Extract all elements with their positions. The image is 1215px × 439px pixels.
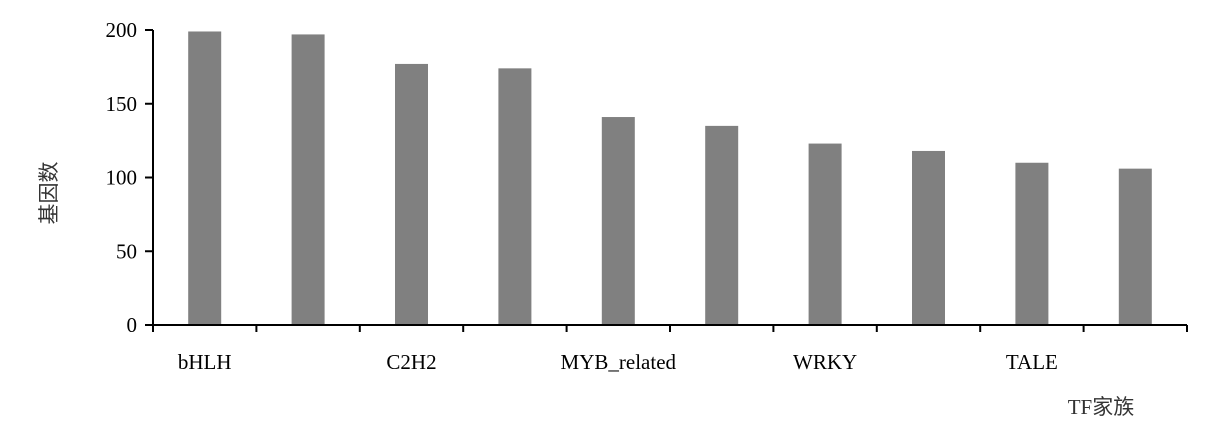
bar-3	[498, 68, 532, 325]
bars-group	[188, 31, 1152, 326]
bar-4	[601, 117, 635, 325]
bar-7	[912, 150, 945, 325]
bar-1	[291, 34, 325, 326]
y-tick-label-1: 50	[116, 239, 137, 263]
x-category-label-2: C2H2	[386, 350, 436, 374]
x-axis-title: TF家族	[1068, 395, 1135, 419]
bar-9	[1118, 168, 1152, 325]
x-category-label-8: TALE	[1006, 350, 1058, 374]
y-axis-title: 基因数	[37, 162, 61, 225]
y-tick-label-3: 150	[106, 92, 138, 116]
x-category-label-4: MYB_related	[561, 350, 677, 374]
bar-0	[188, 31, 222, 325]
bar-6	[808, 143, 842, 325]
bar-5	[705, 125, 739, 326]
bar-2	[395, 63, 428, 326]
bar-8	[1015, 162, 1049, 325]
y-tick-label-2: 100	[106, 166, 138, 190]
x-category-label-0: bHLH	[178, 350, 232, 374]
y-tick-label-0: 0	[127, 313, 138, 337]
y-tick-label-4: 200	[106, 18, 138, 42]
x-ticks-group: bHLH C2H2 MYB_related WRKY TALE	[152, 325, 1188, 374]
y-ticks-group: 0 50 100 150 200	[106, 18, 153, 337]
x-category-label-6: WRKY	[793, 350, 857, 374]
